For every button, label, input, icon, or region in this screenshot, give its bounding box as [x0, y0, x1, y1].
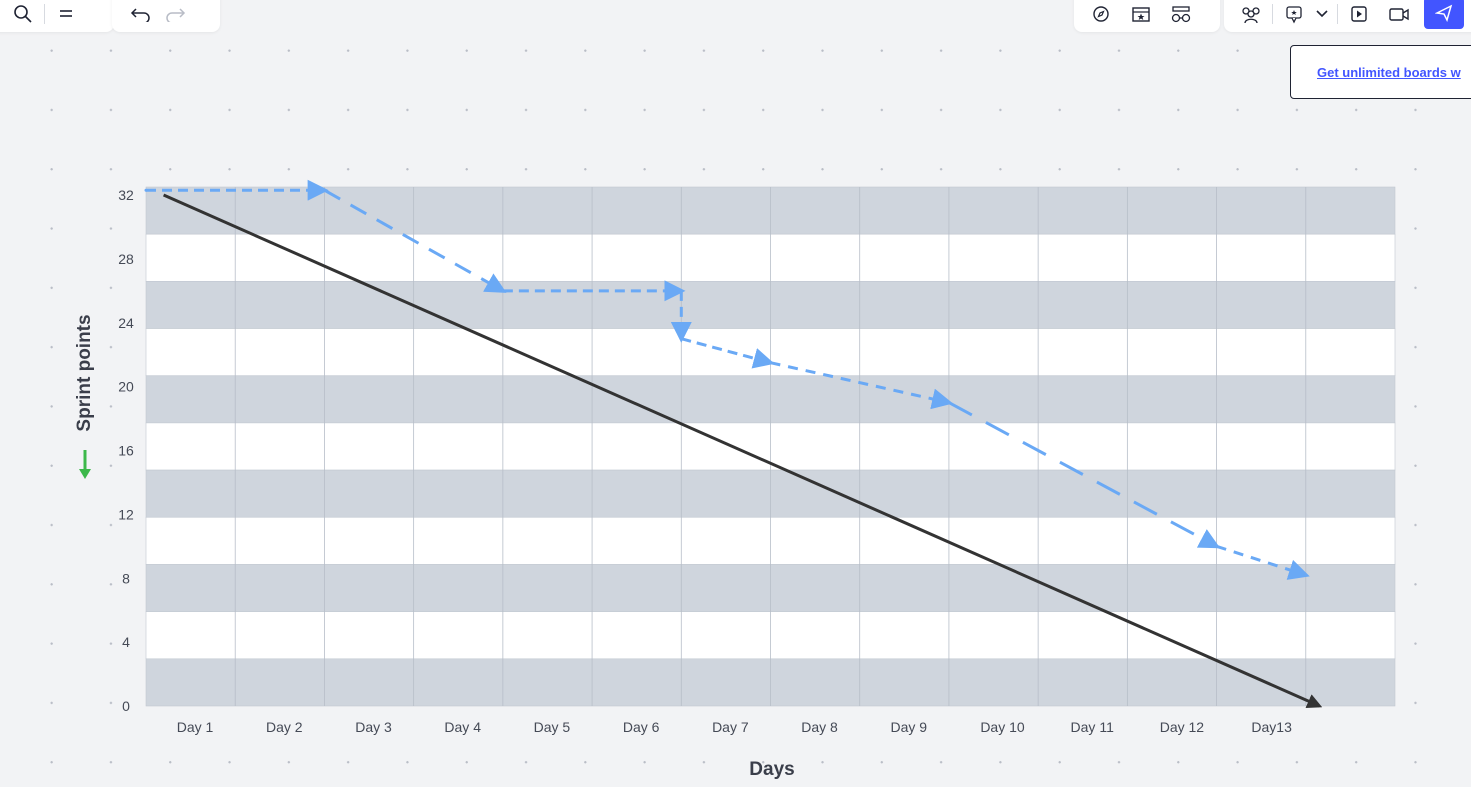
x-tick-label: Day 12 [1160, 719, 1205, 735]
share-button[interactable] [1424, 0, 1464, 29]
x-tick-label: Day 8 [801, 719, 838, 735]
y-tick-label: 32 [118, 187, 134, 203]
present-icon[interactable] [1342, 0, 1376, 29]
y-axis-title: Sprint points [74, 314, 95, 431]
collaborators-icon[interactable] [1234, 0, 1268, 29]
actual-data-point [679, 337, 683, 341]
toolbar-left [0, 0, 114, 32]
star-template-icon[interactable] [1124, 0, 1158, 29]
actual-burndown-segment [770, 361, 954, 410]
actual-data-point [1215, 544, 1219, 548]
toolbar-center-tools [1074, 0, 1220, 32]
ideal-burndown-line [163, 193, 1323, 709]
y-tick-label: 20 [118, 379, 134, 395]
menu-icon[interactable] [49, 0, 83, 29]
x-tick-label: Day 2 [266, 719, 303, 735]
x-tick-label: Day 10 [980, 719, 1025, 735]
reactions-icon[interactable] [1277, 0, 1311, 29]
toolbar-divider [44, 4, 45, 24]
actual-burndown-segment [948, 401, 1221, 549]
actual-data-point [1304, 573, 1308, 577]
y-tick-label: 24 [118, 315, 134, 331]
x-tick-label: Day 3 [355, 719, 392, 735]
toolbar-history [112, 0, 220, 32]
y-tick-label: 16 [118, 443, 134, 459]
y-tick-label: 4 [122, 634, 130, 650]
redo-icon[interactable] [158, 0, 192, 29]
x-axis-title: Days [749, 759, 794, 780]
upgrade-link[interactable]: Get unlimited boards w [1317, 65, 1461, 80]
undo-icon[interactable] [124, 0, 158, 29]
toolbar-divider [1337, 4, 1338, 24]
y-tick-label: 28 [118, 251, 134, 267]
x-tick-label: Day13 [1251, 719, 1292, 735]
toolbar-divider [1272, 4, 1273, 24]
y-tick-label: 12 [118, 506, 134, 522]
x-tick-label: Day 7 [712, 719, 749, 735]
x-tick-label: Day 1 [177, 719, 214, 735]
toolbar-right [1224, 0, 1471, 32]
x-tick-label: Day 5 [534, 719, 571, 735]
search-icon[interactable] [6, 0, 40, 29]
actual-data-point [322, 188, 326, 192]
x-tick-label: Day 9 [890, 719, 927, 735]
y-tick-label: 0 [122, 698, 130, 714]
actual-burndown-segment [323, 188, 507, 293]
actual-burndown-segment [1216, 544, 1310, 580]
glasses-icon[interactable] [1164, 0, 1198, 29]
compass-icon[interactable] [1084, 0, 1118, 29]
video-icon[interactable] [1382, 0, 1416, 29]
upgrade-banner: Get unlimited boards w [1290, 45, 1471, 99]
actual-data-point [947, 401, 951, 405]
x-tick-label: Day 6 [623, 719, 660, 735]
x-tick-label: Day 11 [1071, 719, 1115, 735]
actual-data-point [144, 188, 148, 192]
trend-arrowhead-icon [79, 469, 91, 479]
share-icon [1435, 4, 1453, 22]
y-tick-label: 8 [122, 570, 130, 586]
chevron-down-icon[interactable] [1311, 0, 1333, 29]
actual-data-point [501, 289, 505, 293]
actual-data-point [679, 289, 683, 293]
x-tick-label: Day 4 [444, 719, 481, 735]
actual-data-point [769, 361, 772, 365]
